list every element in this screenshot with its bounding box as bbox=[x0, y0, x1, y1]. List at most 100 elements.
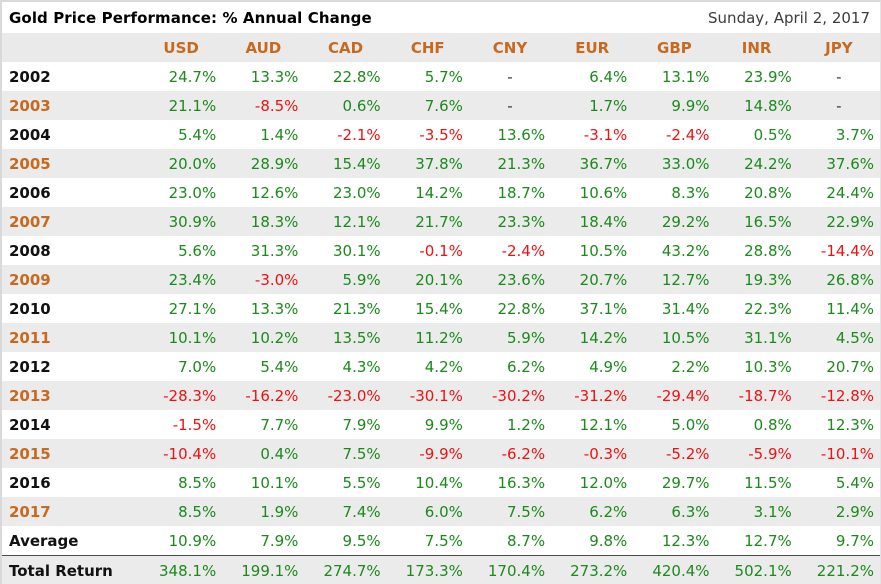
table-row: 2016 8.5% 10.1% 5.5% 10.4% 16.3% 12.0% 29.7% 11.… bbox=[2, 468, 880, 497]
table-row: 2004 5.4% 1.4% -2.1% -3.5% 13.6% -3.1% -2.4% 0.5… bbox=[2, 120, 880, 149]
value-cell: 12.6% bbox=[222, 178, 305, 207]
value-cell: 22.8% bbox=[304, 62, 387, 91]
value-cell: 21.7% bbox=[386, 207, 469, 236]
value-cell: 15.4% bbox=[386, 294, 469, 323]
value-cell: -0.1% bbox=[386, 236, 469, 265]
value-cell: 12.0% bbox=[551, 468, 634, 497]
value-cell: 23.3% bbox=[468, 207, 552, 236]
value-cell: -18.7% bbox=[715, 381, 798, 410]
table-row: 2003 21.1% -8.5% 0.6% 7.6% -1.7% 9.9% 14.8% - bbox=[2, 91, 880, 120]
value-cell: 13.3% bbox=[222, 294, 305, 323]
value-cell: 0.5% bbox=[715, 120, 798, 149]
value-cell: 0.8% bbox=[715, 410, 798, 439]
value-cell: 14.2% bbox=[386, 178, 469, 207]
value-cell: 27.1% bbox=[140, 294, 223, 323]
value-cell: 26.8% bbox=[797, 265, 880, 294]
table-row: Total Return 348.1% 199.1% 274.7% 173.3% 170.… bbox=[2, 555, 880, 584]
value-cell: 24.4% bbox=[797, 178, 880, 207]
currency-header-aud: AUD bbox=[222, 33, 305, 62]
value-cell: 24.7% bbox=[140, 62, 223, 91]
value-cell: 420.4% bbox=[633, 555, 716, 584]
year-cell: 2002 bbox=[2, 62, 140, 91]
value-cell: 0.6% bbox=[304, 91, 387, 120]
value-cell: 31.1% bbox=[715, 323, 798, 352]
value-cell: 43.2% bbox=[633, 236, 716, 265]
value-cell: 5.4% bbox=[797, 468, 880, 497]
value-cell: 22.8% bbox=[468, 294, 552, 323]
value-cell: -30.1% bbox=[386, 381, 469, 410]
value-cell: 22.3% bbox=[715, 294, 798, 323]
value-cell: -30.2% bbox=[468, 381, 552, 410]
gold-performance-table: USD AUD CAD CHF CNY EUR GBP INR JPY 2002 24.7% 13.… bbox=[2, 33, 880, 584]
value-cell: 14.8% bbox=[715, 91, 798, 120]
currency-header-chf: CHF bbox=[386, 33, 469, 62]
currency-header-cad: CAD bbox=[304, 33, 387, 62]
year-cell: 2012 bbox=[2, 352, 140, 381]
value-cell: -14.4% bbox=[797, 236, 880, 265]
value-cell: 10.6% bbox=[551, 178, 634, 207]
value-cell: 7.5% bbox=[386, 526, 469, 556]
value-cell: - bbox=[797, 91, 880, 120]
value-cell: 12.1% bbox=[304, 207, 387, 236]
value-cell: 6.2% bbox=[468, 352, 552, 381]
value-cell: 7.9% bbox=[222, 526, 305, 556]
year-cell: 2008 bbox=[2, 236, 140, 265]
currency-header-eur: EUR bbox=[551, 33, 634, 62]
value-cell: 4.3% bbox=[304, 352, 387, 381]
value-cell: 23.6% bbox=[468, 265, 552, 294]
value-cell: 10.5% bbox=[633, 323, 716, 352]
value-cell: 7.5% bbox=[468, 497, 552, 526]
table-row: 2013 -28.3% -16.2% -23.0% -30.1% -30.2% -31.2%… bbox=[2, 381, 880, 410]
table-row: 2011 10.1% 10.2% 13.5% 11.2% 5.9% 14.2% 10.5% 31… bbox=[2, 323, 880, 352]
value-cell: 36.7% bbox=[551, 149, 634, 178]
value-cell: -3.1% bbox=[551, 120, 634, 149]
table-row: 2005 20.0% 28.9% 15.4% 37.8% 21.3% 36.7% 33.0% 2… bbox=[2, 149, 880, 178]
table-row: 2009 23.4% -3.0% 5.9% 20.1% 23.6% 20.7% 12.7% 19… bbox=[2, 265, 880, 294]
value-cell: -5.2% bbox=[633, 439, 716, 468]
value-cell: 19.3% bbox=[715, 265, 798, 294]
year-cell: 2006 bbox=[2, 178, 140, 207]
value-cell: 9.8% bbox=[551, 526, 634, 556]
value-cell: 199.1% bbox=[222, 555, 305, 584]
value-cell: - bbox=[468, 62, 552, 91]
value-cell: 3.1% bbox=[715, 497, 798, 526]
currency-header-jpy: JPY bbox=[797, 33, 880, 62]
value-cell: 348.1% bbox=[140, 555, 223, 584]
currency-header-gbp: GBP bbox=[633, 33, 716, 62]
value-cell: -10.4% bbox=[140, 439, 223, 468]
value-cell: 28.8% bbox=[715, 236, 798, 265]
value-cell: 12.3% bbox=[797, 410, 880, 439]
value-cell: 8.7% bbox=[468, 526, 552, 556]
currency-header-row: USD AUD CAD CHF CNY EUR GBP INR JPY bbox=[2, 33, 880, 62]
value-cell: 4.5% bbox=[797, 323, 880, 352]
value-cell: 31.3% bbox=[222, 236, 305, 265]
value-cell: 18.3% bbox=[222, 207, 305, 236]
value-cell: 6.3% bbox=[633, 497, 716, 526]
value-cell: 37.1% bbox=[551, 294, 634, 323]
value-cell: 10.5% bbox=[551, 236, 634, 265]
value-cell: 14.2% bbox=[551, 323, 634, 352]
value-cell: 221.2% bbox=[797, 555, 880, 584]
value-cell: 9.9% bbox=[633, 91, 716, 120]
value-cell: 23.9% bbox=[715, 62, 798, 91]
value-cell: 502.1% bbox=[715, 555, 798, 584]
value-cell: -29.4% bbox=[633, 381, 716, 410]
table-row: 2014 -1.5% 7.7% 7.9% 9.9% 1.2% 12.1% 5.0% 0.8% 12… bbox=[2, 410, 880, 439]
value-cell: 10.1% bbox=[140, 323, 223, 352]
value-cell: -23.0% bbox=[304, 381, 387, 410]
value-cell: 20.7% bbox=[551, 265, 634, 294]
currency-header-inr: INR bbox=[715, 33, 798, 62]
value-cell: 4.9% bbox=[551, 352, 634, 381]
value-cell: -0.3% bbox=[551, 439, 634, 468]
value-cell: 9.5% bbox=[304, 526, 387, 556]
value-cell: -2.4% bbox=[633, 120, 716, 149]
value-cell: 13.1% bbox=[633, 62, 716, 91]
summary-label-cell: Total Return bbox=[2, 555, 140, 584]
value-cell: 5.9% bbox=[304, 265, 387, 294]
value-cell: 7.7% bbox=[222, 410, 305, 439]
value-cell: -2.1% bbox=[304, 120, 387, 149]
value-cell: 12.7% bbox=[633, 265, 716, 294]
value-cell: 21.3% bbox=[304, 294, 387, 323]
value-cell: 7.9% bbox=[304, 410, 387, 439]
value-cell: 2.2% bbox=[633, 352, 716, 381]
